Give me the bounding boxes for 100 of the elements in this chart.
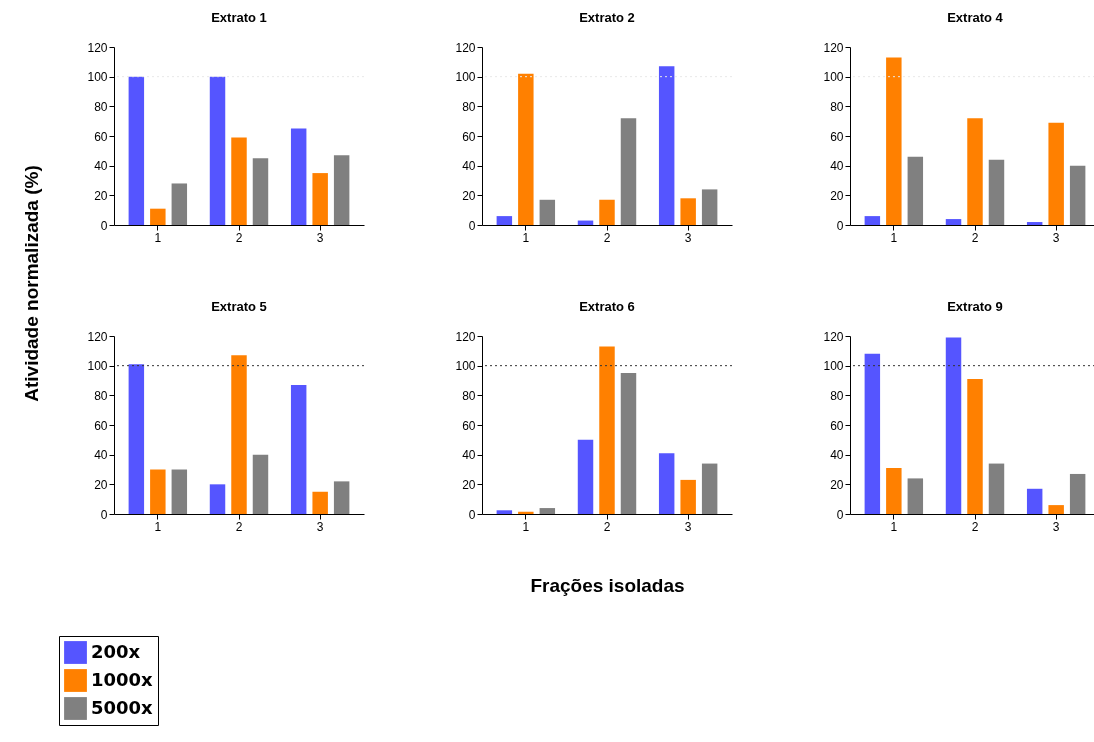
x-tick-label: 3 <box>1052 519 1060 534</box>
y-tick-label: 120 <box>455 329 476 344</box>
x-tick-label: 3 <box>1052 230 1060 245</box>
y-tick-label: 20 <box>94 477 108 492</box>
bar <box>907 478 924 514</box>
y-tick-label: 0 <box>836 218 844 233</box>
bar <box>1048 505 1064 514</box>
y-tick-label: 120 <box>87 329 108 344</box>
x-tick-label: 1 <box>522 230 530 245</box>
bar <box>252 454 269 514</box>
y-tick-label: 100 <box>455 70 476 85</box>
y-tick-label: 120 <box>823 40 844 55</box>
y-tick-label: 0 <box>100 218 108 233</box>
y-tick-label: 0 <box>100 507 108 522</box>
chart-title: Extrato 2 <box>579 10 635 25</box>
y-tick-label: 60 <box>462 418 476 433</box>
bar <box>1048 122 1064 225</box>
x-tick-label: 2 <box>971 519 979 534</box>
bar <box>701 463 718 514</box>
y-tick-label: 100 <box>455 359 476 374</box>
y-tick-label: 20 <box>830 188 844 203</box>
y-tick-label: 80 <box>94 388 108 403</box>
bar <box>864 353 881 514</box>
bar <box>496 510 513 514</box>
bar <box>496 216 513 225</box>
bar <box>231 355 247 514</box>
y-tick-label: 60 <box>94 418 108 433</box>
y-tick-label: 0 <box>468 218 476 233</box>
bar <box>945 219 962 225</box>
x-tick-label: 3 <box>316 230 324 245</box>
x-tick-label: 3 <box>316 519 324 534</box>
bar <box>171 183 188 225</box>
bar <box>1069 473 1086 514</box>
y-tick-label: 40 <box>830 448 844 463</box>
x-tick-label: 2 <box>603 519 611 534</box>
y-tick-label: 40 <box>462 448 476 463</box>
bar <box>312 173 328 225</box>
chart-title: Extrato 4 <box>947 10 1004 25</box>
y-tick-label: 100 <box>87 359 108 374</box>
y-tick-label: 60 <box>462 129 476 144</box>
bar <box>886 468 902 514</box>
y-tick-label: 80 <box>830 99 844 114</box>
bar <box>128 76 145 225</box>
chart-title: Extrato 6 <box>579 299 635 314</box>
y-tick-label: 80 <box>462 388 476 403</box>
y-tick-label: 40 <box>94 159 108 174</box>
y-tick-label: 40 <box>94 448 108 463</box>
x-tick-label: 2 <box>603 230 611 245</box>
bar <box>907 156 924 225</box>
y-tick-label: 100 <box>87 70 108 85</box>
bar <box>171 469 188 514</box>
bar <box>864 216 881 225</box>
bar <box>620 373 637 514</box>
y-tick-label: 60 <box>830 418 844 433</box>
bar <box>518 511 534 514</box>
bar <box>209 76 226 225</box>
x-tick-label: 2 <box>235 519 243 534</box>
bar <box>620 118 637 225</box>
bar <box>333 481 350 514</box>
bar <box>1069 165 1086 225</box>
legend-label: 5000x <box>91 696 154 718</box>
bar <box>680 198 696 225</box>
bar <box>252 158 269 225</box>
bar <box>988 463 1005 514</box>
x-tick-label: 1 <box>154 519 162 534</box>
y-tick-label: 0 <box>836 507 844 522</box>
y-tick-label: 20 <box>462 477 476 492</box>
y-tick-label: 20 <box>94 188 108 203</box>
x-tick-label: 1 <box>522 519 530 534</box>
legend-label: 1000x <box>91 668 154 690</box>
bar <box>1026 222 1043 225</box>
chart-title: Extrato 5 <box>211 299 267 314</box>
y-tick-label: 60 <box>830 129 844 144</box>
bar <box>539 508 556 514</box>
x-tick-label: 1 <box>890 519 898 534</box>
y-tick-label: 120 <box>455 40 476 55</box>
bar <box>599 346 615 514</box>
bar <box>128 364 145 514</box>
bar <box>967 118 983 225</box>
bar <box>1026 488 1043 514</box>
bar <box>577 439 594 514</box>
y-tick-label: 80 <box>462 99 476 114</box>
bar <box>658 453 675 514</box>
bar <box>290 128 307 225</box>
bar <box>886 57 902 225</box>
bar <box>150 469 166 514</box>
y-tick-label: 120 <box>823 329 844 344</box>
y-tick-label: 60 <box>94 129 108 144</box>
y-axis-title: Atividade normalizada (%) <box>20 165 42 402</box>
bar <box>290 384 307 514</box>
x-tick-label: 2 <box>235 230 243 245</box>
y-tick-label: 40 <box>462 159 476 174</box>
bar <box>599 199 615 225</box>
bar <box>539 199 556 225</box>
bar <box>312 491 328 514</box>
bar <box>333 155 350 225</box>
bar <box>231 137 247 225</box>
bar <box>658 66 675 225</box>
x-tick-label: 1 <box>154 230 162 245</box>
y-tick-label: 100 <box>823 70 844 85</box>
